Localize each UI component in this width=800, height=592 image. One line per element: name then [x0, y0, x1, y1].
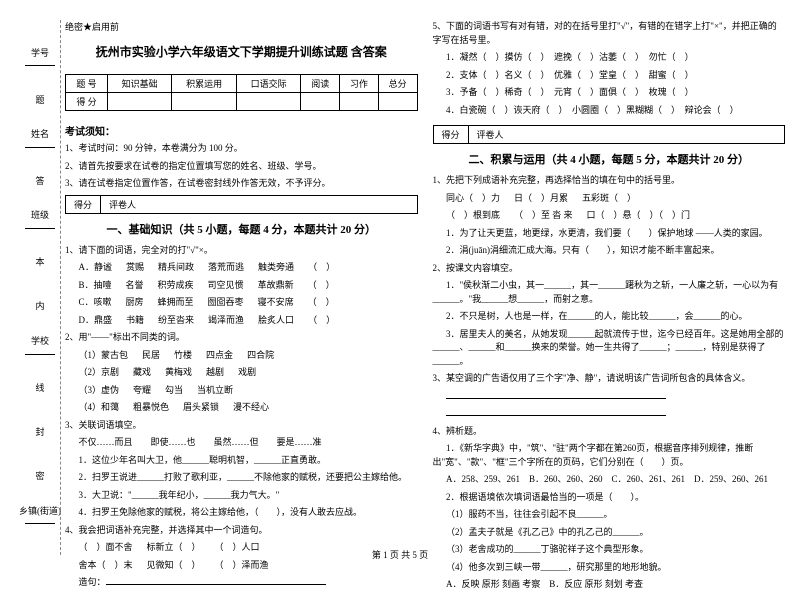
score-head-2: 积累运用: [172, 75, 236, 93]
notice-3: 3、请在试卷指定位置作答，在试卷密封线外作答无效，不予评分。: [65, 177, 418, 191]
binding-label-0: 学号: [25, 48, 55, 70]
s1q2-r1: （2）京剧藏戏黄梅戏越剧戏剧: [65, 366, 418, 380]
binding-char-3: 内: [35, 299, 44, 312]
secret-label: 绝密★启用前: [65, 20, 418, 33]
binding-line: [60, 20, 61, 555]
s1q2-r3: （4）和蔼粗暴悦色眉头紧锁漫不经心: [65, 401, 418, 415]
s2q1-i1: 2．涓(juān)涓细流汇成大海。只有（ ），知识才能不断丰富起来。: [433, 244, 786, 258]
section2-title: 二、积累与运用（共 4 小题，每题 5 分，本题共计 20 分）: [433, 151, 786, 167]
s1q2-r0: （1）蒙古包民居竹楼四点金四合院: [65, 349, 418, 363]
s2q2-i0: 1．"侯秋渐二小虫，其一______，其一______躇秋为之斩，一人廉之斩，一…: [433, 279, 786, 306]
binding-char-4: 线: [35, 381, 44, 394]
s1q1-r1: B．抽噎名誉积劳成疾司空见惯革故鼎新（ ）: [65, 279, 418, 293]
s1q5-r0: 1．凝然（ ）摸仿（ ） 遮挽（ ）沽萎（ ） 勿忙（ ）: [433, 51, 786, 65]
binding-label-4: 乡镇(街道): [19, 506, 61, 528]
s1q3-words: 不仅……而且 即使……也 虽然……但 要是……准: [65, 436, 418, 450]
s2q1-i0: 1．为了让天更蓝，地更绿，水更清，我们要（ ）保护地球 ——人类的家园。: [433, 227, 786, 241]
s1q5-r3: 4．白瓷碗（ ）诙天府（ ） 小圆圈（ ）黑糊糊（ ） 辩论会（ ）: [433, 104, 786, 118]
s1q1-r0: A．静谧赏赐精兵间政落荒而逃触类旁通（ ）: [65, 261, 418, 275]
binding-char-6: 密: [35, 469, 44, 482]
s2q4-stem: 4、辨析题。: [433, 425, 786, 439]
s2q4-i3: （1）服药不当，往往会引起不良______。: [433, 508, 786, 522]
s1q3-stem: 3、关联词语填空。: [65, 419, 418, 433]
score-head-3: 口语交际: [236, 75, 300, 93]
s1q3-i1: 2．扫罗王说进______打败了歌利亚，______不除他家的赋税，还要把公主嫁…: [65, 471, 418, 485]
notice-1: 1、考试时间：90 分钟，本卷满分为 100 分。: [65, 142, 418, 156]
s1q3-i3: 4．扫罗王免除他家的赋税，将公主嫁给他，（ ），没有人敢去应战。: [65, 506, 418, 520]
score-box-1: 得分 评卷人: [65, 195, 418, 214]
notice-head: 考试须知：: [65, 123, 418, 138]
s1q5-r2: 3．予备（ ）稀奇（ ） 元宵（ ）面俱（ ） 枚瑰（ ）: [433, 86, 786, 100]
s1q1-r2: C．咳嗽厨房蜂拥而至囫囵吞枣寝不安席（ ）: [65, 296, 418, 310]
s2q4-i2: 2．根据语境依次填词语最恰当的一项是（ ）。: [433, 491, 786, 505]
s1q1-r3: D．鼎盛书籍纷至沓来竭泽而渔脍炙人口（ ）: [65, 314, 418, 328]
page-footer: 第 1 页 共 5 页: [0, 548, 800, 561]
right-column: 5、下面的词语书写有对有错，对的在括号里打"√"，有错的在错字上打"×"，并把正…: [433, 20, 786, 555]
exam-title: 抚州市实验小学六年级语文下学期提升训练试题 含答案: [65, 43, 418, 60]
s2q4-i1: A．258、259、261 B．260、260、260 C．260、261、26…: [433, 473, 786, 487]
s2q2-i2: 3．居里夫人的美名，从她发现______起就流传于世，迄今已经百年。这是她用全部…: [433, 328, 786, 369]
s2q1-r0: 同心（ ）力日（ ）月累五彩斑（ ）: [433, 192, 786, 206]
s1q4-stem: 4、我会把词语补充完整，并选择其中一个词造句。: [65, 524, 418, 538]
score-row-label: 得 分: [66, 93, 108, 111]
s2q3-line1: [433, 390, 786, 404]
s1q5-r1: 2．支体（ ）名义（ ） 优雅（ ）堂皇（ ） 甜蜜（ ）: [433, 69, 786, 83]
s2q3-stem: 3、某空调的广告语仅用了三个字"净、静"，请说明该广告词所包含的具体含义。: [433, 372, 786, 386]
score-box-2: 得分 评卷人: [433, 125, 786, 144]
scorebox2-left: 得分: [434, 126, 469, 143]
s2q1-r1: （ ）根到底（ ）至 沓 来口（ ）悬（ ）（ ）门: [433, 209, 786, 223]
binding-margin: 学号 题 姓名 答 班级 本 内 学校 线 封 密 乡镇(街道): [15, 20, 65, 555]
s2q1-stem: 1、先把下列成语补充完整，再选择恰当的填在句中的括号里。: [433, 174, 786, 188]
score-table: 题 号 知识基础 积累运用 口语交际 阅读 习作 总分 得 分: [65, 74, 418, 111]
scorebox2-right: 评卷人: [469, 126, 512, 143]
binding-label-1: 姓名: [25, 129, 55, 151]
score-head-1: 知识基础: [107, 75, 171, 93]
s1q5-stem: 5、下面的词语书写有对有错，对的在括号里打"√"，有错的在错字上打"×"，并把正…: [433, 20, 786, 47]
binding-label-3: 学校: [25, 336, 55, 358]
section1-title: 一、基础知识（共 5 小题，每题 4 分，本题共计 20 分）: [65, 221, 418, 237]
s2q2-i1: 2．不只是树，人也是一样，在______的人，能比较______，会______…: [433, 310, 786, 324]
notice-2: 2、请首先按要求在试卷的指定位置填写您的姓名、班级、学号。: [65, 160, 418, 174]
s1q3-i0: 1．这位少年名叫大卫，他______聪明机智，______正直勇敢。: [65, 454, 418, 468]
s1q4-make: 造句：: [65, 576, 418, 590]
binding-char-0: 题: [35, 93, 44, 106]
binding-char-1: 答: [35, 174, 44, 187]
scorebox-left: 得分: [66, 196, 101, 213]
s2q4-i4: （2）孟夫子就是《孔乙己》中的孔乙己的______。: [433, 526, 786, 540]
s1q3-i2: 3．大卫说："______我年纪小，______我力气大。": [65, 489, 418, 503]
score-head-0: 题 号: [66, 75, 108, 93]
binding-label-2: 班级: [25, 210, 55, 232]
s1q2-stem: 2、用"——"标出不同类的词。: [65, 331, 418, 345]
s1q1-stem: 1、请下面的词语，完全对的打"√"×。: [65, 244, 418, 258]
s2q2-stem: 2、按课文内容填空。: [433, 262, 786, 276]
score-head-6: 总分: [378, 75, 417, 93]
s2q3-line2: [433, 407, 786, 421]
score-head-5: 习作: [340, 75, 379, 93]
s2q4-i7: A．反映 原形 刻画 考察 B．反应 原形 刻划 考查: [433, 578, 786, 592]
left-column: 绝密★启用前 抚州市实验小学六年级语文下学期提升训练试题 含答案 题 号 知识基…: [65, 20, 418, 555]
s2q4-i6: （4）他多次到三峡一带______，研究那里的地形地貌。: [433, 561, 786, 575]
binding-char-5: 封: [35, 425, 44, 438]
scorebox-right: 评卷人: [101, 196, 144, 213]
s1q2-r2: （3）虚伪夸耀勾当当机立断: [65, 384, 418, 398]
score-head-4: 阅读: [301, 75, 340, 93]
binding-char-2: 本: [35, 255, 44, 268]
s2q4-i0: 1．《新华字典》中，"筑"、"驻"两个字都在第260页，根据音序排列规律，推断出…: [433, 442, 786, 469]
